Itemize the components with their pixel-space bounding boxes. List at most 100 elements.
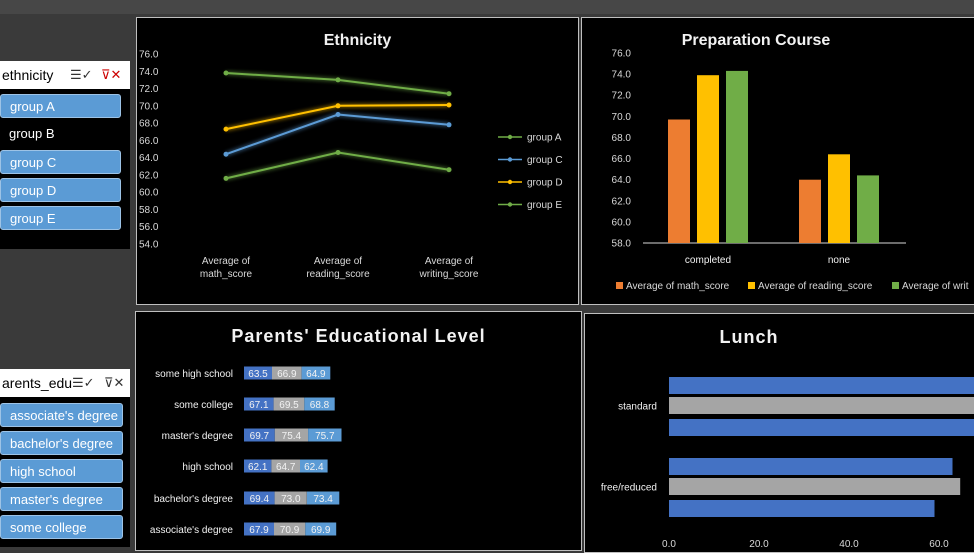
parents-slicer-item[interactable]: master's degree <box>0 487 123 511</box>
bar-segment <box>304 397 335 411</box>
clear-filter-icon[interactable]: ⊽✕ <box>101 67 122 82</box>
y-tick-label: 72.0 <box>612 91 632 102</box>
legend-label: Average of writ <box>902 281 969 292</box>
parents-slicer-item[interactable]: associate's degree <box>0 403 123 427</box>
parents-education-chart-title: Parents' Educational Level <box>231 326 486 346</box>
ethnicity-slicer-item[interactable]: group B <box>9 126 55 141</box>
ethnicity-slicer-item[interactable]: group A <box>0 94 121 118</box>
bar-segment <box>300 459 328 473</box>
bar <box>857 175 879 243</box>
legend-swatch <box>748 282 755 289</box>
x-category-label: Average of writing_score <box>419 256 479 280</box>
bar-segment <box>274 522 306 536</box>
data-label: 69.5 <box>279 400 299 411</box>
data-point <box>223 70 229 76</box>
data-point <box>223 126 229 132</box>
y-tick-label: 58.0 <box>139 205 159 216</box>
ethnicity-slicer: ethnicity ☰✓ ⊽✕ group A group B group C gro… <box>0 61 130 249</box>
ethnicity-slicer-header: ethnicity ☰✓ ⊽✕ <box>0 61 130 89</box>
data-label: 75.7 <box>315 431 335 442</box>
bar-segment <box>274 491 307 505</box>
series-line <box>225 113 450 156</box>
lunch-chart-title: Lunch <box>719 327 779 347</box>
bar-segment <box>244 459 272 473</box>
y-category-label: bachelor's degree <box>154 494 234 505</box>
parents-slicer-header: arents_edu ☰✓ ⊽✕ <box>0 369 130 397</box>
data-label: 68.8 <box>310 400 330 411</box>
bar <box>668 119 690 243</box>
parents-slicer-item[interactable]: some college <box>0 515 123 539</box>
y-category-label: standard <box>618 402 657 413</box>
y-tick-label: 66.0 <box>139 136 159 147</box>
parents-slicer-title: arents_edu <box>2 375 73 391</box>
data-label: 64.7 <box>276 462 296 473</box>
parents-slicer-item[interactable]: high school <box>0 459 123 483</box>
y-tick-label: 74.0 <box>139 67 159 78</box>
y-tick-label: 74.0 <box>612 70 632 81</box>
bar <box>799 179 821 243</box>
y-category-label: high school <box>182 462 233 473</box>
data-point <box>335 77 341 83</box>
legend-label: group E <box>527 200 562 211</box>
multiselect-icon[interactable]: ☰✓ <box>70 67 93 82</box>
y-tick-label: 62.0 <box>612 196 632 207</box>
y-tick-label: 64.0 <box>612 175 632 186</box>
ethnicity-slicer-item[interactable]: group D <box>0 178 121 202</box>
bar <box>669 500 935 517</box>
data-point <box>446 167 452 173</box>
x-tick-label: 60.0 <box>929 539 949 550</box>
bar-segment <box>308 428 342 442</box>
data-point <box>335 112 341 117</box>
preparation-course-chart-panel: Preparation Course 58.0 60.0 62.0 64.0 66.0 6… <box>581 17 974 305</box>
data-label: 69.4 <box>250 494 270 505</box>
legend-swatch <box>892 282 899 289</box>
bar <box>669 377 974 394</box>
x-tick-label: 40.0 <box>839 539 859 550</box>
ethnicity-slicer-title: ethnicity <box>2 67 54 83</box>
data-label: 73.0 <box>281 494 301 505</box>
y-tick-label: 72.0 <box>139 84 159 95</box>
legend-marker <box>507 157 513 162</box>
ethnicity-slicer-item[interactable]: group C <box>0 150 121 174</box>
ethnicity-slicer-item[interactable]: group E <box>0 206 121 230</box>
y-tick-label: 56.0 <box>139 222 159 233</box>
data-point <box>223 175 229 181</box>
legend-swatch <box>616 282 623 289</box>
y-tick-label: 76.0 <box>612 49 632 60</box>
lunch-bar-chart: standard free/reduced 0.0 20.0 40.0 60.0 <box>601 377 974 550</box>
y-tick-label: 68.0 <box>612 133 632 144</box>
y-tick-label: 76.0 <box>139 50 159 61</box>
legend-marker <box>507 179 513 185</box>
bar-segment <box>244 491 275 505</box>
x-category-label: Average of reading_score <box>306 256 370 280</box>
y-category-label: associate's degree <box>150 525 234 536</box>
data-label: 69.7 <box>250 431 270 442</box>
data-point <box>446 122 452 128</box>
preparation-course-bar-chart: 58.0 60.0 62.0 64.0 66.0 68.0 70.0 72.0 74.0 76.0… <box>612 49 969 293</box>
bar <box>726 70 748 244</box>
parents-slicer-item[interactable]: bachelor's degree <box>0 431 123 455</box>
data-label: 67.1 <box>249 400 269 411</box>
x-tick-label: 0.0 <box>662 539 676 550</box>
parents-education-stacked-bar-chart: some high school 63.5 66.9 64.9 some college… <box>150 366 342 536</box>
ethnicity-line-chart: 54.0 56.0 58.0 60.0 62.0 64.0 66.0 68.0 70.0 72.0… <box>139 50 563 281</box>
legend-marker <box>507 134 513 140</box>
x-category-label: completed <box>685 255 731 266</box>
data-label: 63.5 <box>248 369 268 380</box>
bar <box>669 478 961 495</box>
bar-segment <box>244 397 274 411</box>
legend-label: Average of reading_score <box>758 281 873 292</box>
bar <box>828 154 850 243</box>
y-tick-label: 58.0 <box>612 239 632 250</box>
clear-filter-icon[interactable]: ⊽✕ <box>104 375 125 390</box>
y-tick-label: 70.0 <box>139 101 159 112</box>
ethnicity-chart-title: Ethnicity <box>323 32 392 49</box>
bar-segment <box>271 459 300 473</box>
y-tick-label: 64.0 <box>139 153 159 164</box>
parents-education-chart-panel: Parents' Educational Level some high sch… <box>135 311 582 551</box>
bar <box>669 397 974 414</box>
legend-label: group C <box>527 155 563 166</box>
preparation-course-chart-title: Preparation Course <box>681 32 831 49</box>
bar-segment <box>274 428 309 442</box>
multiselect-icon[interactable]: ☰✓ <box>72 375 95 390</box>
